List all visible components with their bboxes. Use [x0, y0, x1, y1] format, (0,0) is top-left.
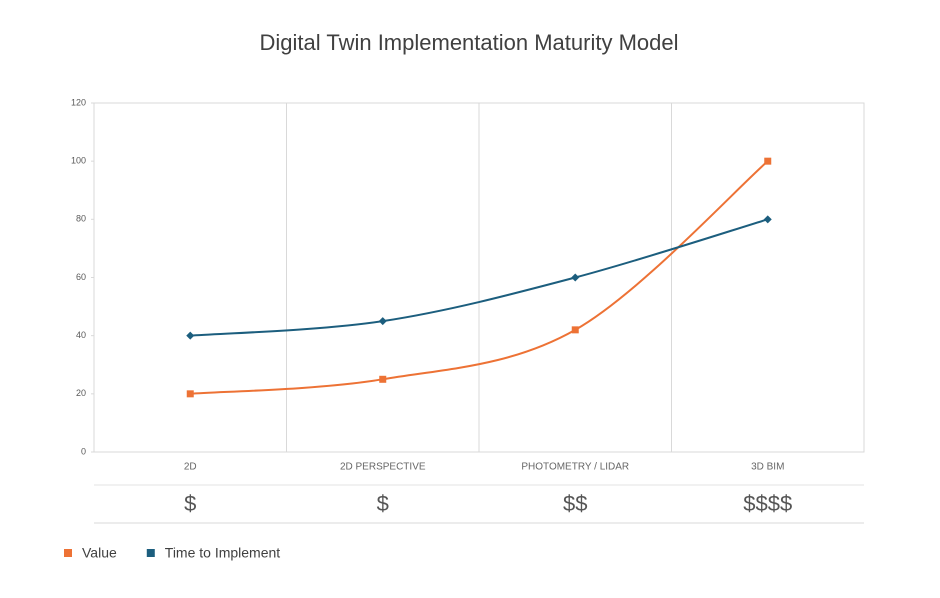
x-tick-label: 3D BIM [751, 462, 784, 473]
chart-title: Digital Twin Implementation Maturity Mod… [260, 30, 679, 55]
point-marker [571, 326, 579, 334]
point-marker [763, 215, 772, 224]
cost-label: $$$$ [743, 491, 792, 516]
legend-label: Time to Implement [165, 545, 281, 561]
legend-swatch [64, 549, 72, 557]
point-marker [186, 390, 194, 398]
point-marker [379, 375, 387, 383]
y-tick-label: 40 [76, 330, 86, 340]
x-tick-label: PHOTOMETRY / LIDAR [521, 462, 629, 473]
y-tick-label: 80 [76, 214, 86, 224]
y-tick-label: 20 [76, 388, 86, 398]
cost-label: $ [377, 491, 389, 516]
series-line [190, 160, 769, 395]
cost-label: $ [184, 491, 196, 516]
point-marker [378, 317, 387, 326]
y-tick-label: 60 [76, 272, 86, 282]
legend-swatch [146, 549, 155, 557]
legend-label: Value [82, 545, 117, 561]
y-tick-label: 100 [71, 156, 86, 166]
cost-label: $$ [563, 491, 587, 516]
y-tick-label: 0 [81, 446, 86, 456]
y-tick-label: 120 [71, 97, 86, 107]
point-marker [186, 331, 195, 340]
x-tick-label: 2D [184, 462, 197, 473]
x-tick-label: 2D PERSPECTIVE [340, 462, 426, 473]
series-line [190, 218, 769, 337]
point-marker [571, 273, 580, 282]
point-marker [764, 157, 772, 165]
